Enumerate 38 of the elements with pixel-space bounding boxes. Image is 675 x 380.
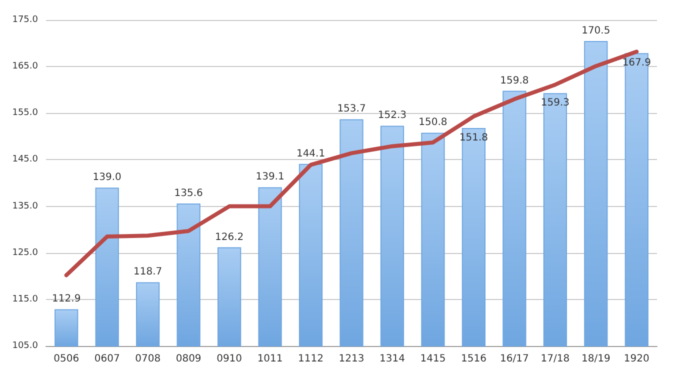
y-tick-label: 105.0 bbox=[12, 341, 38, 351]
y-tick-label: 145.0 bbox=[12, 154, 38, 165]
data-label: 159.3 bbox=[540, 98, 570, 109]
y-tick-label: 165.0 bbox=[12, 62, 38, 72]
y-tick-label: 125.0 bbox=[12, 248, 38, 258]
x-tick-label: 1415 bbox=[420, 354, 446, 364]
data-label: 151.8 bbox=[459, 132, 488, 144]
x-tick-label: 16/17 bbox=[500, 354, 529, 364]
x-tick-label: 18/19 bbox=[581, 354, 610, 364]
data-label: 150.8 bbox=[418, 117, 448, 128]
data-label: 167.9 bbox=[622, 58, 651, 69]
x-tick-label: 0506 bbox=[54, 354, 80, 364]
x-tick-label: 1920 bbox=[624, 354, 650, 364]
data-label: 112.9 bbox=[52, 294, 81, 305]
x-tick-label: 0708 bbox=[135, 354, 161, 364]
x-tick-label: 1213 bbox=[338, 354, 364, 364]
x-tick-label: 0910 bbox=[216, 354, 242, 364]
data-label: 152.3 bbox=[378, 110, 407, 122]
y-tick-label: 115.0 bbox=[12, 294, 38, 304]
x-tick-label: 0607 bbox=[94, 354, 120, 364]
data-label: 118.7 bbox=[134, 266, 162, 278]
data-label: 139.0 bbox=[92, 172, 122, 184]
data-label: 139.1 bbox=[256, 172, 284, 183]
x-tick-label: 1112 bbox=[298, 354, 324, 364]
data-label: 153.7 bbox=[337, 104, 366, 115]
y-tick-label: 175.0 bbox=[12, 15, 38, 25]
x-tick-label: 1314 bbox=[380, 354, 405, 364]
data-label: 135.6 bbox=[174, 188, 203, 199]
x-tick-label: 1011 bbox=[257, 354, 283, 364]
data-label: 126.2 bbox=[214, 232, 244, 243]
y-tick-label: 155.0 bbox=[12, 108, 38, 118]
x-tick-label: 1516 bbox=[460, 354, 486, 364]
x-tick-label: 0809 bbox=[176, 354, 202, 364]
data-label: 144.1 bbox=[296, 148, 326, 160]
y-tick-label: 135.0 bbox=[12, 201, 38, 212]
data-label: 159.8 bbox=[500, 75, 529, 86]
x-tick-label: 17/18 bbox=[540, 354, 570, 364]
data-label: 170.5 bbox=[582, 25, 610, 36]
